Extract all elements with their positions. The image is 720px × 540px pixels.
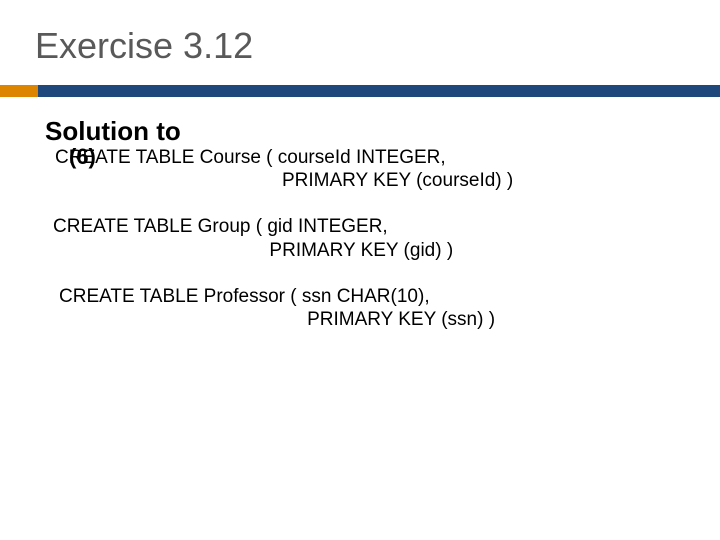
overlap-area: (6) CREATE TABLE Course ( courseId INTEG… <box>45 146 685 194</box>
sql-prof-line1: CREATE TABLE Professor ( ssn CHAR(10), <box>59 286 430 307</box>
sql-create-professor: CREATE TABLE Professor ( ssn CHAR(10), P… <box>59 285 685 333</box>
sql-create-course: CREATE TABLE Course ( courseId INTEGER, … <box>55 146 685 194</box>
bar-main <box>38 85 720 97</box>
slide-title: Exercise 3.12 <box>35 25 685 67</box>
title-divider-bar <box>0 85 720 97</box>
sql-group-line1: CREATE TABLE Group ( gid INTEGER, <box>53 216 388 237</box>
slide-content: Solution to (6) CREATE TABLE Course ( co… <box>35 117 685 332</box>
sql-course-line2: PRIMARY KEY (courseId) ) <box>55 170 513 191</box>
sql-group-line2: PRIMARY KEY (gid) ) <box>53 240 453 261</box>
solution-heading: Solution to <box>45 117 685 146</box>
sql-prof-line2: PRIMARY KEY (ssn) ) <box>59 309 495 330</box>
sql-create-group: CREATE TABLE Group ( gid INTEGER, PRIMAR… <box>53 215 685 263</box>
sql-course-line1: CREATE TABLE Course ( courseId INTEGER, <box>55 147 446 168</box>
slide-container: Exercise 3.12 Solution to (6) CREATE TAB… <box>0 0 720 332</box>
solution-number: (6) <box>69 144 96 170</box>
bar-accent <box>0 85 38 97</box>
